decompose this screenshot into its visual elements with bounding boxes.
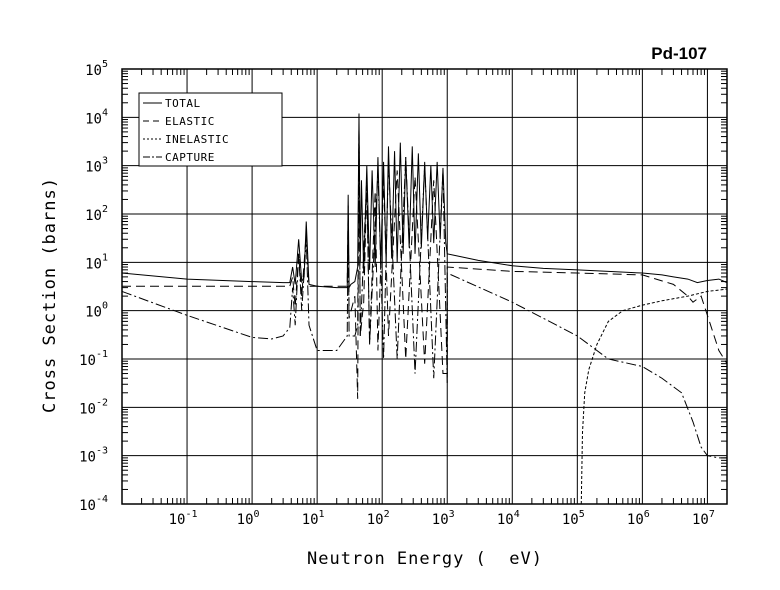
- y-tick-label: 10-2: [79, 397, 108, 417]
- x-tick-label: 10-1: [169, 509, 198, 528]
- y-tick-label: 102: [85, 204, 108, 224]
- x-tick-label: 107: [692, 509, 715, 528]
- series-inelastic-line: [580, 288, 728, 505]
- x-axis-label: Neutron Energy ( eV): [307, 549, 543, 569]
- legend-label-elastic: ELASTIC: [165, 115, 215, 128]
- x-tick-label: 101: [302, 509, 325, 528]
- y-tick-label: 100: [85, 301, 108, 321]
- y-tick-label: 10-1: [79, 349, 108, 369]
- chart-title: Pd-107: [651, 44, 707, 63]
- series-elastic-line: [122, 128, 728, 399]
- legend-label-total: TOTAL: [165, 97, 201, 110]
- y-tick-label: 105: [85, 59, 108, 79]
- x-tick-label: 103: [432, 509, 455, 528]
- y-tick-label: 10-3: [79, 446, 108, 466]
- y-axis-label: Cross Section (barns): [40, 177, 60, 413]
- y-tick-label: 101: [85, 252, 108, 272]
- x-tick-label: 102: [367, 509, 390, 528]
- x-tick-label: 100: [237, 509, 260, 528]
- x-tick-label: 104: [497, 509, 520, 528]
- legend: TOTAL ELASTIC INELASTIC CAPTURE: [138, 92, 283, 167]
- x-tick-label: 106: [627, 509, 650, 528]
- legend-box: [138, 92, 283, 167]
- series-capture-line: [121, 128, 727, 459]
- y-tick-label: 10-4: [79, 494, 108, 514]
- series-lines: [121, 113, 728, 505]
- minor-ticks: [122, 69, 728, 504]
- x-tick-label: 105: [562, 509, 585, 528]
- x-tick-labels: 10-1 100 101 102 103 104 105 106 107: [169, 509, 715, 528]
- y-tick-label: 104: [85, 107, 108, 127]
- legend-label-capture: CAPTURE: [165, 151, 215, 164]
- plot-frame: [121, 68, 728, 505]
- legend-label-inelastic: INELASTIC: [165, 133, 229, 146]
- y-tick-label: 103: [85, 156, 108, 176]
- y-tick-labels: 10-4 10-3 10-2 10-1 100 101 102 103 104 105: [79, 59, 108, 514]
